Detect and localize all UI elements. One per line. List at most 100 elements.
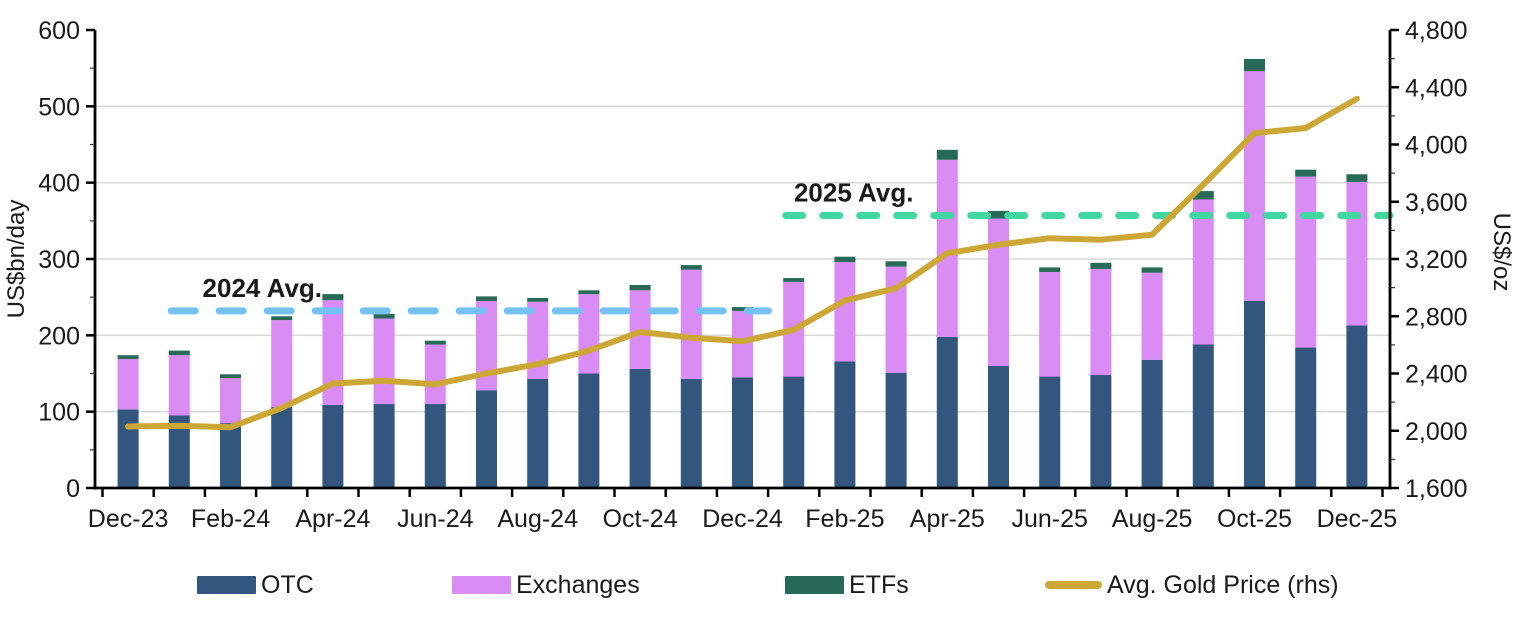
bar-segment-etfs-mar-25 xyxy=(885,261,907,267)
bar-segment-exchanges-apr-25 xyxy=(936,159,958,337)
bar-segment-otc-apr-24 xyxy=(322,404,344,488)
left-tick-label: 200 xyxy=(38,322,80,350)
legend: OTC Exchanges ETFs Avg. Gold Price (rhs) xyxy=(0,568,1514,602)
bar-segment-exchanges-apr-24 xyxy=(322,300,344,405)
bar-segment-etfs-dec-24 xyxy=(732,307,753,311)
bar-segment-exchanges-jun-24 xyxy=(424,344,446,405)
legend-label-exchanges: Exchanges xyxy=(516,570,640,599)
gridlines-layer xyxy=(95,105,1390,413)
bar-segment-otc-feb-24 xyxy=(220,423,241,488)
bar-segment-otc-jun-24 xyxy=(424,404,446,488)
bar-segment-otc-jul-24 xyxy=(476,390,497,488)
bar-segment-exchanges-may-25 xyxy=(988,218,1009,366)
bar-segment-otc-aug-25 xyxy=(1141,359,1163,488)
x-tick-label: Aug-24 xyxy=(497,505,578,533)
legend-item-exchanges: Exchanges xyxy=(452,568,640,602)
bar-segment-exchanges-jun-25 xyxy=(1039,271,1061,377)
bar-segment-etfs-oct-25 xyxy=(1244,59,1265,72)
x-tick-label: Oct-25 xyxy=(1217,505,1292,533)
legend-item-etfs: ETFs xyxy=(785,568,909,602)
left-tick-label: 600 xyxy=(38,17,80,45)
bar-segment-exchanges-dec-23 xyxy=(117,358,139,410)
bar-segment-otc-apr-25 xyxy=(936,336,958,488)
bar-segment-exchanges-dec-25 xyxy=(1346,181,1368,326)
x-tick-label: Jun-24 xyxy=(397,505,474,533)
right-axis-title: US$/oz xyxy=(1488,213,1514,292)
bar-segment-otc-nov-25 xyxy=(1295,347,1317,488)
right-tick-label: 2,400 xyxy=(1405,361,1468,389)
bar-segment-etfs-apr-24 xyxy=(322,294,344,301)
gold-price-line xyxy=(125,95,1360,431)
bar-segment-etfs-aug-25 xyxy=(1141,267,1163,273)
tick-labels-layer: 0 100 200 300 400 500 600 1,600 2,000 2,400 2,800 3… xyxy=(38,17,1467,533)
bar-segment-exchanges-mar-25 xyxy=(885,266,907,373)
bar-segment-etfs-dec-25 xyxy=(1346,174,1368,182)
right-tick-label: 4,800 xyxy=(1405,17,1468,45)
gold-price-line-layer xyxy=(125,95,1360,431)
bar-segment-etfs-dec-23 xyxy=(117,355,139,359)
bar-segment-otc-mar-24 xyxy=(271,407,293,488)
bar-segment-otc-oct-24 xyxy=(629,368,651,488)
left-tick-label: 100 xyxy=(38,399,80,427)
bar-segment-otc-jan-24 xyxy=(168,415,190,488)
avg-label-2024-avg-: 2024 Avg. xyxy=(203,273,322,303)
right-tick-label: 2,800 xyxy=(1405,303,1468,331)
bar-segment-exchanges-nov-24 xyxy=(680,269,702,379)
exchanges-swatch xyxy=(452,576,511,594)
bars-layer xyxy=(117,59,1368,488)
left-tick-label: 400 xyxy=(38,170,80,198)
bar-segment-etfs-oct-24 xyxy=(629,284,651,291)
bar-segment-otc-dec-24 xyxy=(732,377,753,488)
bar-segment-otc-feb-25 xyxy=(834,361,856,488)
legend-item-otc: OTC xyxy=(197,568,314,602)
bar-segment-exchanges-jul-25 xyxy=(1090,268,1112,376)
bar-segment-etfs-jan-25 xyxy=(783,278,805,282)
x-tick-label: Dec-24 xyxy=(702,505,783,533)
right-tick-label: 3,200 xyxy=(1405,246,1468,274)
right-tick-label: 1,600 xyxy=(1405,475,1468,503)
x-tick-label: Feb-24 xyxy=(191,505,270,533)
bar-segment-otc-mar-25 xyxy=(885,372,907,488)
bar-segment-otc-jul-25 xyxy=(1090,375,1112,488)
bar-segment-etfs-jan-24 xyxy=(168,350,190,356)
x-tick-label: Aug-25 xyxy=(1112,505,1193,533)
bar-segment-otc-oct-25 xyxy=(1244,300,1265,488)
right-tick-label: 3,600 xyxy=(1405,189,1468,217)
bar-segment-exchanges-feb-24 xyxy=(220,378,241,424)
bar-segment-etfs-jun-24 xyxy=(424,340,446,345)
bar-segment-etfs-may-25 xyxy=(988,210,1009,219)
bar-segment-exchanges-aug-25 xyxy=(1141,272,1163,360)
bar-segment-otc-sep-24 xyxy=(578,373,600,488)
axes-layer xyxy=(86,28,1399,497)
bar-segment-exchanges-oct-25 xyxy=(1244,71,1265,301)
legend-label-otc: OTC xyxy=(261,570,314,599)
legend-item-gold-price: Avg. Gold Price (rhs) xyxy=(1045,568,1339,602)
bar-segment-etfs-apr-25 xyxy=(936,149,958,160)
right-tick-label: 2,000 xyxy=(1405,418,1468,446)
bar-segment-exchanges-nov-25 xyxy=(1295,176,1317,348)
bar-segment-exchanges-may-24 xyxy=(373,318,395,405)
bar-segment-exchanges-feb-25 xyxy=(834,262,856,362)
bar-segment-etfs-may-24 xyxy=(373,313,395,319)
x-tick-label: Oct-24 xyxy=(603,505,678,533)
bar-segment-exchanges-mar-24 xyxy=(271,320,293,408)
bar-segment-etfs-jul-24 xyxy=(476,296,497,301)
x-tick-label: Dec-25 xyxy=(1317,505,1398,533)
x-tick-label: Apr-25 xyxy=(910,505,985,533)
bar-segment-exchanges-jul-24 xyxy=(476,300,497,391)
bar-segment-otc-may-24 xyxy=(373,404,395,488)
bar-segment-etfs-feb-25 xyxy=(834,256,856,263)
bar-segment-otc-jun-25 xyxy=(1039,376,1061,488)
bar-segment-otc-nov-24 xyxy=(680,378,702,488)
right-tick-label: 4,000 xyxy=(1405,132,1468,160)
left-axis-title: US$bn/day xyxy=(3,200,30,319)
bar-segment-exchanges-aug-24 xyxy=(527,301,549,379)
bar-segment-etfs-feb-24 xyxy=(220,374,241,379)
bar-segment-etfs-jul-25 xyxy=(1090,262,1112,269)
bar-segment-otc-jan-25 xyxy=(783,376,805,488)
x-tick-label: Apr-24 xyxy=(295,505,370,533)
left-tick-label: 0 xyxy=(66,475,80,503)
bar-segment-exchanges-jan-24 xyxy=(168,355,190,416)
